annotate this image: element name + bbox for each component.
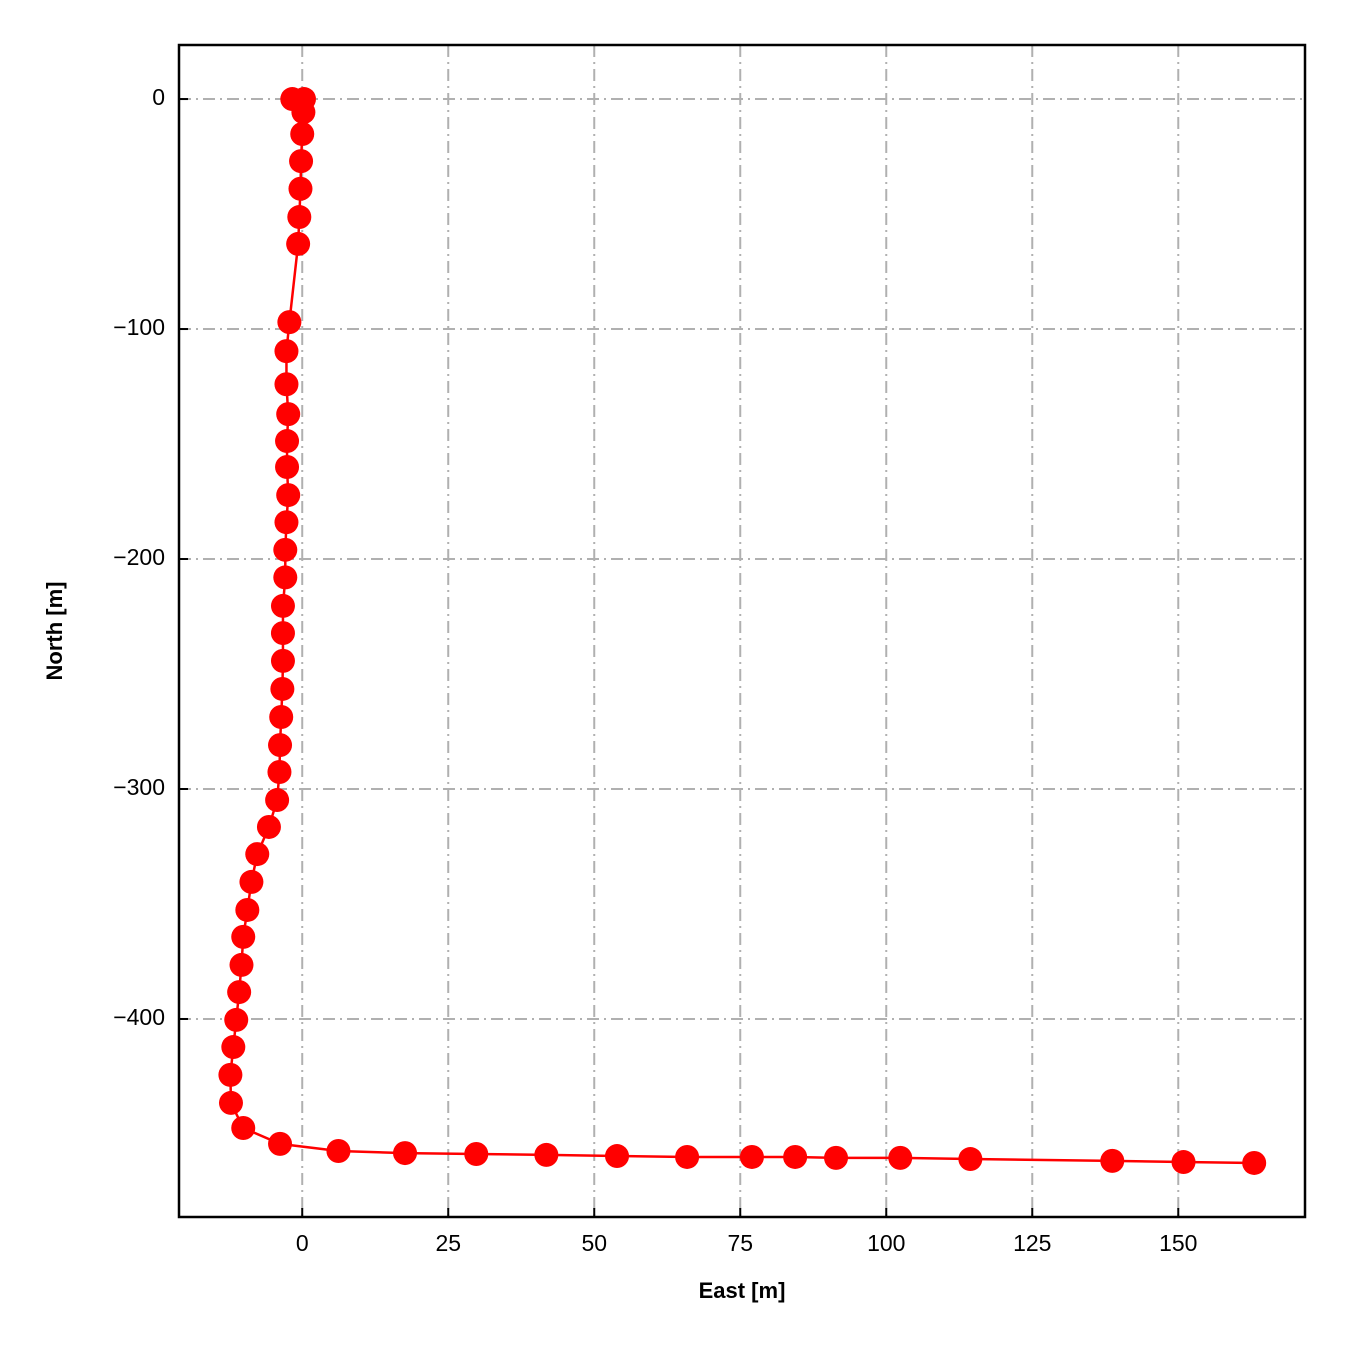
plot-frame (177, 43, 1307, 1219)
marker (218, 1090, 243, 1115)
marker (224, 1007, 249, 1032)
marker (605, 1144, 630, 1169)
marker (270, 593, 295, 618)
x-tick-label: 25 (435, 1230, 461, 1256)
marker (239, 869, 264, 894)
marker (464, 1141, 489, 1166)
marker (275, 455, 300, 480)
x-tick-label: 150 (1159, 1230, 1197, 1256)
marker (268, 1131, 293, 1156)
marker (274, 510, 299, 535)
marker (229, 952, 254, 977)
y-tick-label: 0 (152, 84, 165, 110)
y-tick-label: −100 (113, 314, 165, 340)
marker (290, 122, 315, 147)
marker (288, 176, 313, 201)
marker (270, 621, 295, 646)
marker (739, 1144, 764, 1169)
marker (958, 1147, 983, 1172)
marker (277, 310, 302, 335)
marker (1171, 1150, 1196, 1175)
x-tick-label: 50 (581, 1230, 607, 1256)
marker (287, 205, 312, 230)
marker (265, 788, 290, 813)
marker (393, 1141, 418, 1166)
marker (276, 483, 301, 508)
x-axis-label: East [m] (699, 1278, 786, 1303)
marker (286, 231, 311, 256)
marker (291, 100, 316, 125)
marker (235, 897, 260, 922)
marker (267, 759, 292, 784)
marker (289, 149, 314, 174)
line (229, 97, 1255, 1165)
marker (273, 565, 298, 590)
marker (675, 1144, 700, 1169)
y-tick-label: −400 (113, 1004, 165, 1030)
marker (268, 733, 293, 758)
x-tick-label: 75 (727, 1230, 753, 1256)
marker (269, 705, 294, 730)
marker (231, 1115, 256, 1140)
marker (534, 1142, 559, 1167)
marker (326, 1138, 351, 1163)
marker (221, 1035, 246, 1060)
marker (1100, 1148, 1125, 1173)
marker (256, 814, 281, 839)
y-tick-label: −300 (113, 774, 165, 800)
marker (783, 1144, 808, 1169)
x-tick-label: 100 (867, 1230, 905, 1256)
marker (245, 842, 270, 867)
marker (1242, 1150, 1267, 1175)
x-tick-label: 125 (1013, 1230, 1051, 1256)
marker (276, 402, 301, 427)
marker (227, 980, 252, 1005)
marker (231, 924, 256, 949)
marker (888, 1145, 913, 1170)
y-axis-label: North [m] (42, 582, 67, 681)
marker (273, 537, 298, 562)
marker (270, 648, 295, 673)
marker (270, 676, 295, 701)
marker (218, 1062, 243, 1087)
marker (824, 1145, 849, 1170)
x-tick-label: 0 (296, 1230, 309, 1256)
marker (274, 339, 299, 364)
marker (275, 429, 300, 454)
y-tick-label: −200 (113, 544, 165, 570)
marker (274, 372, 299, 397)
